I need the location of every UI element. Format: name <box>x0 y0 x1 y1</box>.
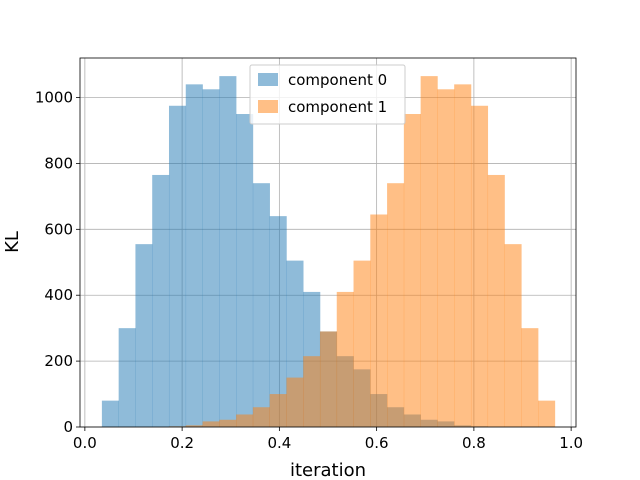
histogram-bar <box>269 394 287 427</box>
histogram-bar <box>487 174 505 427</box>
x-tick-label: 0.8 <box>462 434 486 452</box>
histogram-bar <box>252 407 270 427</box>
histogram-bar <box>219 419 237 427</box>
axis-ticks: 0.0 0.2 0.4 0.6 0.8 1.0 0 200 400 600 800 1000 <box>35 89 583 452</box>
histogram-bar <box>403 114 421 428</box>
histogram-bars <box>101 76 556 428</box>
histogram-bar <box>236 414 254 427</box>
y-tick-label: 200 <box>44 352 73 370</box>
x-tick-label: 0.2 <box>170 434 194 452</box>
x-tick-label: 1.0 <box>559 434 583 452</box>
legend-frame <box>249 64 406 125</box>
y-tick-label: 1000 <box>35 89 73 107</box>
histogram-bar <box>152 174 170 427</box>
histogram-bar <box>118 328 136 427</box>
legend: component 0 component 1 <box>249 64 406 125</box>
histogram-bar <box>538 400 556 427</box>
legend-label-component-0: component 0 <box>288 71 387 89</box>
histogram-bar <box>303 356 321 427</box>
histogram-bar <box>252 183 270 427</box>
plot-frame <box>79 57 577 428</box>
histogram-bar <box>319 331 338 427</box>
series-1-bars <box>168 76 556 428</box>
histogram-bar <box>353 260 371 427</box>
histogram-bar <box>135 244 153 427</box>
histogram-bar <box>101 400 119 427</box>
legend-swatch-component-1 <box>258 100 278 113</box>
histogram-bar <box>202 421 220 427</box>
x-tick-label: 0.4 <box>267 434 291 452</box>
legend-swatch-component-0 <box>258 73 278 86</box>
histogram-bar <box>504 244 522 427</box>
y-tick-label: 400 <box>44 286 73 304</box>
histogram-bar <box>286 377 304 427</box>
y-tick-label: 600 <box>44 220 73 238</box>
histogram-bar <box>470 105 489 427</box>
histogram-bar <box>168 105 187 427</box>
x-tick-label: 0.6 <box>365 434 389 452</box>
histogram-bar <box>219 76 237 427</box>
histogram-bar <box>420 76 438 427</box>
histogram-bar <box>185 84 203 427</box>
histogram-bar <box>454 84 472 427</box>
y-tick-label: 800 <box>44 154 73 172</box>
y-tick-label: 0 <box>63 418 73 436</box>
histogram-bar <box>521 328 539 427</box>
histogram-bar <box>236 114 254 428</box>
x-axis-label: iteration <box>290 460 366 480</box>
histogram-bar <box>185 425 203 427</box>
x-tick-label: 0.0 <box>73 434 97 452</box>
histogram-bar <box>336 291 354 427</box>
histogram-bar <box>370 214 388 427</box>
y-axis-label: KL <box>2 231 23 253</box>
histogram-bar <box>387 183 405 427</box>
histogram-bar <box>269 216 287 427</box>
histogram-bar <box>202 89 220 428</box>
legend-label-component-1: component 1 <box>288 98 387 116</box>
histogram-bar <box>437 89 455 428</box>
